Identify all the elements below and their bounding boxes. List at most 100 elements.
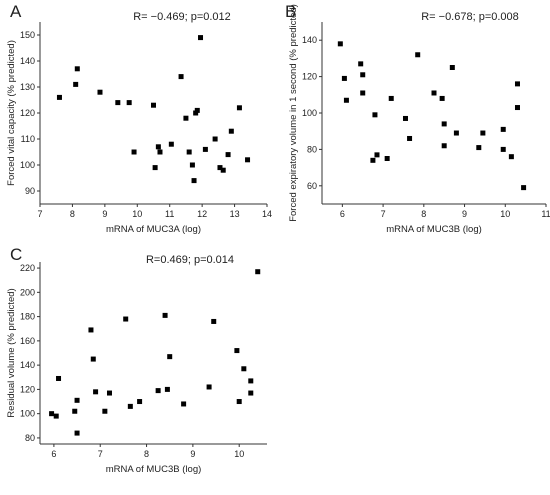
x-tick-label: 10 [132,209,142,219]
data-point [337,41,343,47]
data-point [183,115,189,121]
data-point [217,165,223,171]
y-tick-label: 120 [302,72,317,82]
y-axis-label: Residual volume (% predicted) [6,288,17,417]
data-point [56,94,62,100]
y-tick-label: 200 [20,287,35,297]
y-tick-label: 110 [21,134,35,144]
x-tick-label: 12 [197,209,207,219]
panel-c: C R=0.469; p=0.014 6 7 8 9 10 80 100 120 140 160 180… [6,245,267,475]
y-tick-label: 150 [20,30,35,40]
data-point [123,316,129,322]
data-point [439,95,445,101]
y-tick-label: 100 [302,108,317,118]
data-point [248,378,254,384]
data-point [181,401,187,407]
data-point [155,144,161,150]
data-point [476,145,482,151]
data-point [155,388,161,394]
x-axis-label: mRNA of MUC3B (log) [106,464,202,475]
data-point [189,162,195,168]
x-axis-label: mRNA of MUC3B (log) [386,224,482,235]
data-point [480,130,486,136]
data-point [236,399,242,405]
data-point [212,136,218,142]
data-point [453,130,459,136]
data-point [126,100,132,106]
data-point [415,52,421,58]
data-point [388,95,394,101]
y-tick-label: 120 [20,108,35,118]
data-point [206,384,212,390]
data-point [341,75,347,81]
x-tick-label: 6 [51,449,56,459]
y-tick-label: 140 [302,35,317,45]
data-point [49,411,55,417]
x-tick-label: 10 [234,449,244,459]
data-point [360,90,366,96]
data-point [93,389,99,395]
stat-annotation: R=0.469; p=0.014 [146,254,234,266]
data-point [514,81,520,87]
data-point [255,269,261,275]
data-point [115,100,121,106]
data-point [167,354,173,360]
data-point [441,143,447,149]
data-point [186,149,192,155]
data-point [74,66,80,72]
x-tick-label: 10 [500,209,510,219]
x-tick-label: 9 [190,449,195,459]
y-tick-label: 160 [20,336,35,346]
y-tick-label: 100 [20,160,35,170]
y-tick-label: 140 [20,360,35,370]
data-point [343,97,349,103]
data-point [137,399,143,405]
y-tick-label: 140 [20,56,35,66]
data-point [358,61,364,67]
x-tick-label: 8 [70,209,75,219]
y-tick-label: 220 [20,263,35,273]
data-point [220,167,226,173]
panel-letter: B [285,2,296,21]
data-point [248,390,254,396]
data-point [384,156,390,161]
panel-letter: C [10,245,22,264]
data-point [193,110,199,116]
x-tick-label: 14 [262,209,272,219]
data-point [191,178,197,184]
data-point [157,149,163,155]
data-point [211,318,217,324]
x-tick-label: 8 [144,449,149,459]
y-tick-label: 100 [20,409,35,419]
data-point [370,157,376,163]
data-point [374,152,380,158]
data-point [194,107,200,113]
y-tick-label: 130 [20,82,35,92]
stat-annotation: R= −0.469; p=0.012 [133,11,231,23]
x-tick-label: 11 [165,209,174,219]
y-tick-label: 120 [20,384,35,394]
y-tick-label: 180 [20,312,35,322]
data-point [225,152,231,158]
data-point [90,356,96,362]
data-point [245,157,251,163]
y-axis-label: Forced vital capacity (% predicted) [6,40,17,186]
x-tick-label: 9 [102,209,107,219]
data-point [131,149,137,155]
x-tick-label: 9 [462,209,467,219]
data-point [441,121,447,127]
stat-annotation: R= −0.678; p=0.008 [421,11,519,23]
panel-a: A R= −0.469; p=0.012 7 8 9 10 11 12 13 14 90 100 110… [6,2,272,235]
x-tick-label: 13 [230,209,240,219]
x-tick-label: 11 [541,209,550,219]
data-point [152,165,158,171]
y-axis-label: Forced expiratory volume in 1 second (% … [288,4,299,222]
data-point [449,65,455,70]
data-point [88,327,94,333]
data-point [151,102,156,108]
data-point [164,386,170,392]
panel-b: B R= −0.678; p=0.008 6 7 8 9 10 11 60 80 100 120 140… [285,2,550,235]
data-point [402,115,408,121]
y-tick-label: 60 [307,181,317,191]
data-point [53,413,59,419]
